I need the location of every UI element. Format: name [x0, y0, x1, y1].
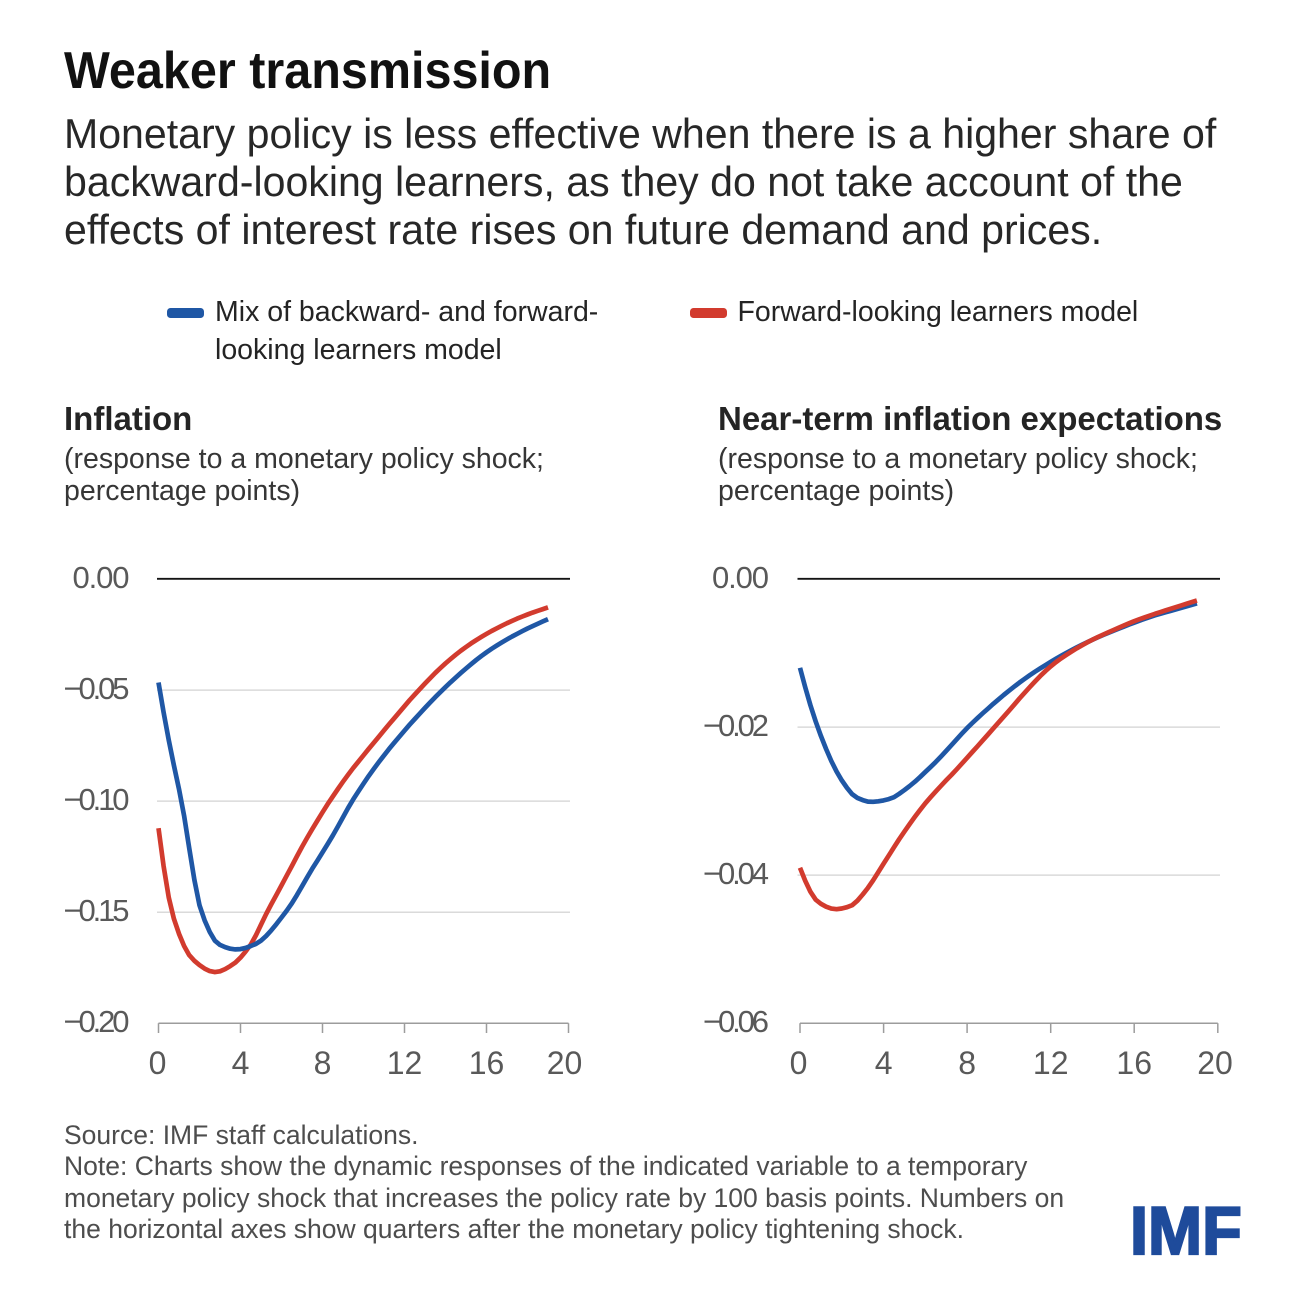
svg-text:−0.06: −0.06: [703, 1004, 769, 1039]
svg-text:0.00: 0.00: [712, 560, 769, 595]
svg-text:20: 20: [547, 1045, 583, 1081]
svg-text:12: 12: [1033, 1045, 1069, 1081]
svg-text:16: 16: [1116, 1045, 1152, 1081]
svg-text:4: 4: [232, 1045, 250, 1081]
svg-text:8: 8: [958, 1045, 976, 1081]
svg-text:12: 12: [387, 1045, 423, 1081]
svg-text:−0.20: −0.20: [64, 1004, 130, 1039]
svg-text:−0.05: −0.05: [64, 671, 130, 706]
svg-text:−0.04: −0.04: [703, 856, 769, 891]
svg-text:0.00: 0.00: [73, 560, 130, 595]
svg-text:16: 16: [469, 1045, 505, 1081]
svg-text:0: 0: [790, 1045, 808, 1081]
svg-text:−0.15: −0.15: [64, 893, 130, 928]
svg-text:−0.10: −0.10: [64, 782, 130, 817]
svg-text:4: 4: [875, 1045, 893, 1081]
svg-text:0: 0: [149, 1045, 167, 1081]
svg-text:8: 8: [314, 1045, 332, 1081]
svg-text:−0.02: −0.02: [703, 708, 769, 743]
svg-text:20: 20: [1197, 1045, 1233, 1081]
